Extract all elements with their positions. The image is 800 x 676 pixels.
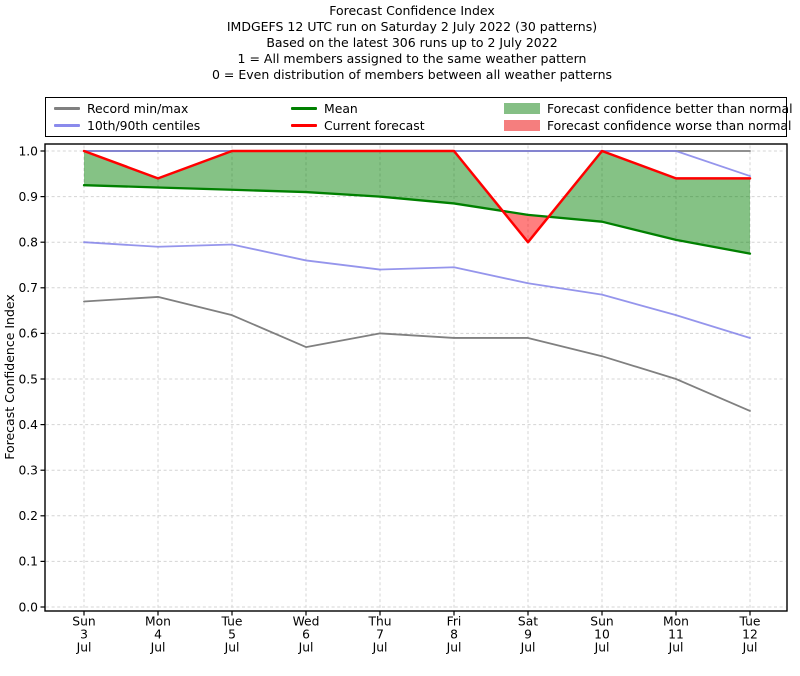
y-tick-label: 1.0 <box>18 144 38 158</box>
centiles-line-swatch <box>54 124 80 127</box>
x-tick-label: Tue <box>220 615 242 629</box>
legend-entry-mean: Mean <box>291 100 358 117</box>
legend-box: Record min/max 10th/90th centiles Mean C… <box>45 97 793 137</box>
x-tick-label: Jul <box>150 641 166 655</box>
x-tick-label: Jul <box>520 641 536 655</box>
x-tick-label: 12 <box>742 628 758 642</box>
y-tick-label: 0.6 <box>18 327 38 341</box>
plot-frame <box>44 143 788 612</box>
x-tick-label: Fri <box>447 615 462 629</box>
series-10th-centile <box>83 241 751 339</box>
x-tick-label: 5 <box>228 628 236 642</box>
fill-worse-than-normal <box>502 210 549 243</box>
legend-label-mean: Mean <box>324 101 358 116</box>
legend-label-centiles: 10th/90th centiles <box>87 118 201 133</box>
x-tick-label: Jul <box>224 641 240 655</box>
fill-better-than-normal <box>548 151 750 254</box>
y-tick-label: 0.2 <box>18 509 38 523</box>
mean-line-swatch <box>291 107 317 110</box>
fill-better-than-normal <box>84 151 503 211</box>
x-tick-label: 11 <box>668 628 684 642</box>
legend-entry-worse-than-normal: Forecast confidence worse than normal <box>504 117 791 134</box>
chart-subtitle-run: IMDGEFS 12 UTC run on Saturday 2 July 20… <box>226 19 598 34</box>
legend-entry-record-minmax: Record min/max <box>54 100 188 117</box>
legend-entry-current-forecast: Current forecast <box>291 117 425 134</box>
y-tick-label: 0.0 <box>18 600 38 614</box>
x-tick-label: Tue <box>738 615 760 629</box>
better-than-normal-patch-swatch <box>504 103 540 114</box>
legend-label-better-than-normal: Forecast confidence better than normal <box>547 101 793 116</box>
series-mean <box>82 184 752 255</box>
x-tick-label: Jul <box>446 641 462 655</box>
legend-label-record-minmax: Record min/max <box>87 101 189 116</box>
x-tick-label: Sat <box>518 615 538 629</box>
y-tick-label: 0.4 <box>18 418 38 432</box>
x-tick-label: 4 <box>154 628 162 642</box>
x-tick-label: Jul <box>298 641 314 655</box>
x-tick-label: 3 <box>80 628 88 642</box>
x-tick-label: Jul <box>742 641 758 655</box>
y-tick-label: 0.3 <box>18 464 38 478</box>
x-tick-label: Mon <box>663 615 689 629</box>
x-tick-label: 6 <box>302 628 310 642</box>
record-minmax-line-swatch <box>54 107 80 110</box>
chart-title: Forecast Confidence Index <box>329 3 495 18</box>
x-tick-label: Jul <box>668 641 684 655</box>
legend-label-worse-than-normal: Forecast confidence worse than normal <box>547 118 792 133</box>
x-tick-label: Jul <box>76 641 92 655</box>
x-tick-label: 10 <box>594 628 610 642</box>
chart-subtitle-scale-1: 1 = All members assigned to the same wea… <box>237 51 587 66</box>
x-tick-label: 7 <box>376 628 384 642</box>
x-tick-label: Thu <box>367 615 391 629</box>
y-tick-label: 0.5 <box>18 372 38 386</box>
x-tick-label: Wed <box>293 615 320 629</box>
chart-subtitle-scale-0: 0 = Even distribution of members between… <box>211 67 613 82</box>
y-tick-label: 0.8 <box>18 236 38 250</box>
series-current-forecast <box>82 149 752 244</box>
worse-than-normal-patch-swatch <box>504 120 540 131</box>
legend-entry-centiles: 10th/90th centiles <box>54 117 200 134</box>
y-tick-label: 0.1 <box>18 555 38 569</box>
x-tick-label: Mon <box>145 615 171 629</box>
x-tick-label: Sun <box>72 615 95 629</box>
y-tick-label: 0.7 <box>18 281 38 295</box>
y-tick-label: 0.9 <box>18 190 38 204</box>
chart-subtitle-basis: Based on the latest 306 runs up to 2 Jul… <box>266 35 558 50</box>
legend-label-current-forecast: Current forecast <box>324 118 425 133</box>
x-tick-label: Jul <box>594 641 610 655</box>
x-tick-label: Jul <box>372 641 388 655</box>
x-tick-label: 9 <box>524 628 532 642</box>
x-tick-label: Sun <box>590 615 613 629</box>
x-tick-label: 8 <box>450 628 458 642</box>
current-forecast-line-swatch <box>291 124 317 127</box>
chart-header: Forecast Confidence Index IMDGEFS 12 UTC… <box>24 3 800 83</box>
legend-entry-better-than-normal: Forecast confidence better than normal <box>504 100 793 117</box>
series-record-min <box>83 296 751 412</box>
y-axis-title: Forecast Confidence Index <box>2 294 17 460</box>
